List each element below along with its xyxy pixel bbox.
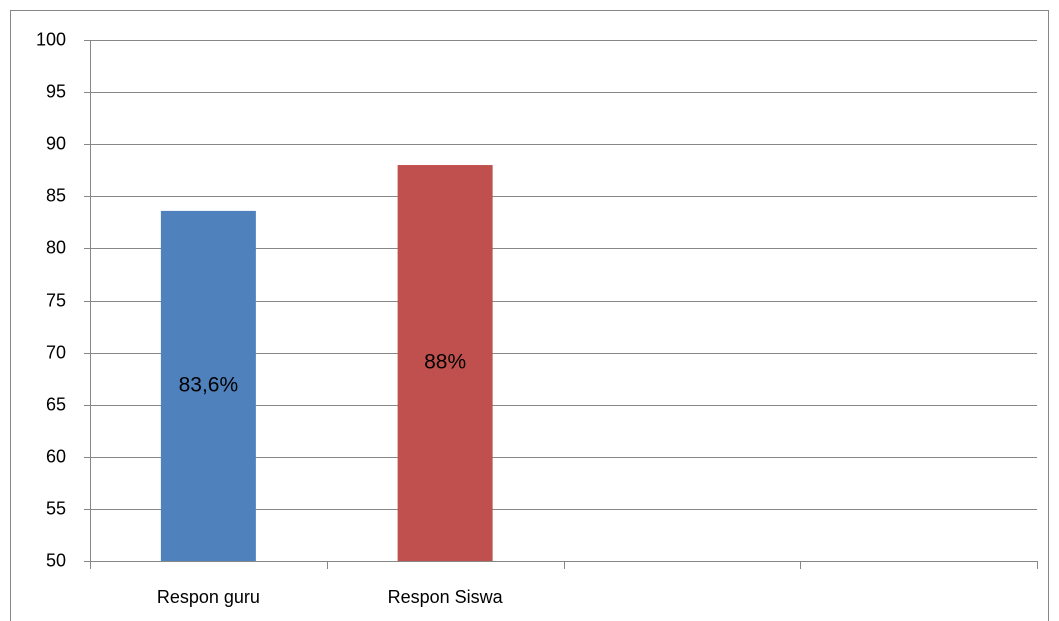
y-tick-label: 90 — [46, 133, 66, 153]
y-tick-label: 80 — [46, 237, 66, 257]
y-tick-label: 100 — [36, 29, 66, 49]
bar — [397, 165, 493, 562]
y-tick-label: 50 — [46, 550, 66, 570]
y-tick-label: 70 — [46, 342, 66, 362]
y-tick-label: 95 — [46, 81, 66, 101]
bar — [160, 210, 256, 561]
value-label: 83,6% — [179, 373, 239, 396]
y-tick-label: 75 — [46, 290, 66, 310]
x-tick-label: Respon guru — [157, 587, 260, 607]
y-tick-label: 85 — [46, 185, 66, 205]
y-tick-label: 65 — [46, 394, 66, 414]
y-tick-label: 55 — [46, 498, 66, 518]
value-label: 88% — [424, 351, 466, 374]
x-tick-label: Respon Siswa — [388, 587, 504, 607]
y-tick-label: 60 — [46, 446, 66, 466]
